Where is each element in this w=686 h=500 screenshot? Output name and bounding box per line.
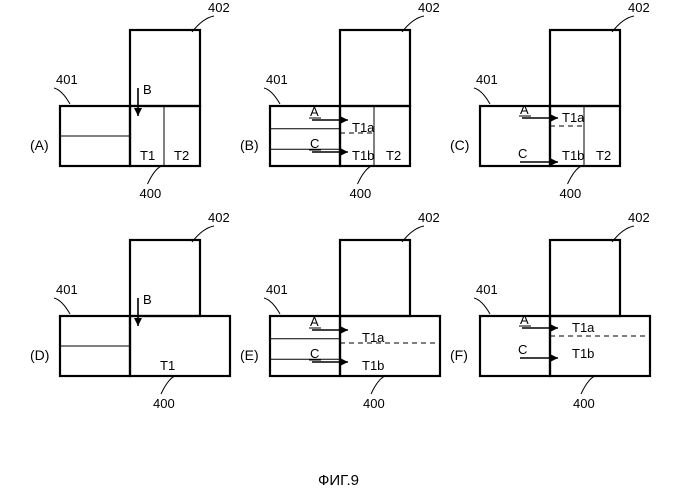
figure-stage: (A)BT1T2401402400(B)ACT1aT1bT2401402400(… (0, 0, 686, 500)
svg-text:C: C (518, 146, 527, 161)
svg-text:C: C (518, 342, 527, 357)
svg-text:T1b: T1b (362, 358, 384, 373)
svg-text:A: A (310, 104, 319, 119)
svg-text:(E): (E) (240, 347, 259, 363)
svg-text:A: A (310, 314, 319, 329)
svg-text:400: 400 (350, 186, 372, 201)
svg-text:(C): (C) (450, 137, 469, 153)
svg-text:402: 402 (208, 210, 230, 225)
svg-text:401: 401 (56, 72, 78, 87)
svg-text:T1a: T1a (362, 330, 385, 345)
svg-text:T1a: T1a (562, 110, 585, 125)
svg-text:401: 401 (266, 72, 288, 87)
svg-text:T1a: T1a (352, 120, 375, 135)
svg-text:401: 401 (266, 282, 288, 297)
svg-text:(A): (A) (30, 137, 49, 153)
svg-text:402: 402 (628, 0, 650, 15)
svg-text:401: 401 (476, 282, 498, 297)
svg-text:(D): (D) (30, 347, 49, 363)
svg-text:T2: T2 (596, 148, 611, 163)
svg-text:B: B (143, 292, 152, 307)
svg-text:T1b: T1b (352, 148, 374, 163)
svg-text:T1b: T1b (572, 346, 594, 361)
svg-text:A: A (520, 312, 529, 327)
svg-text:T2: T2 (386, 148, 401, 163)
svg-text:(B): (B) (240, 137, 259, 153)
svg-text:T2: T2 (174, 148, 189, 163)
svg-text:400: 400 (363, 396, 385, 411)
svg-text:400: 400 (573, 396, 595, 411)
svg-text:400: 400 (153, 396, 175, 411)
svg-text:T1b: T1b (562, 148, 584, 163)
svg-text:402: 402 (418, 210, 440, 225)
svg-text:402: 402 (208, 0, 230, 15)
svg-text:T1a: T1a (572, 320, 595, 335)
svg-text:400: 400 (140, 186, 162, 201)
svg-text:B: B (143, 82, 152, 97)
svg-text:402: 402 (628, 210, 650, 225)
svg-text:C: C (310, 346, 319, 361)
svg-text:401: 401 (476, 72, 498, 87)
svg-text:401: 401 (56, 282, 78, 297)
svg-text:T1: T1 (140, 148, 155, 163)
svg-text:400: 400 (560, 186, 582, 201)
figure-caption: ФИГ.9 (318, 472, 359, 489)
svg-text:C: C (310, 136, 319, 151)
svg-text:T1: T1 (160, 358, 175, 373)
svg-text:(F): (F) (450, 347, 468, 363)
svg-text:402: 402 (418, 0, 440, 15)
svg-text:A: A (520, 102, 529, 117)
